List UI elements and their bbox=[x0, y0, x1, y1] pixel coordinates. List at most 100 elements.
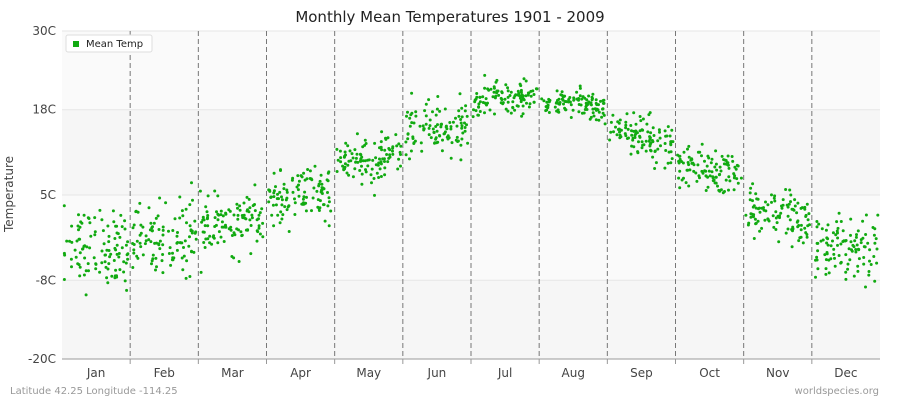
data-point bbox=[547, 111, 551, 114]
data-point bbox=[346, 163, 350, 167]
data-point bbox=[591, 92, 595, 96]
y-axis-title: Temperature bbox=[2, 156, 16, 233]
data-point bbox=[406, 110, 409, 114]
data-point bbox=[141, 225, 145, 229]
data-point bbox=[156, 214, 160, 218]
data-point bbox=[206, 194, 210, 198]
data-point bbox=[149, 221, 153, 225]
data-point bbox=[619, 135, 623, 139]
data-point bbox=[669, 140, 673, 144]
data-point bbox=[323, 219, 327, 223]
data-point bbox=[246, 228, 250, 232]
data-point bbox=[861, 219, 865, 223]
data-point bbox=[244, 217, 248, 221]
data-point bbox=[790, 245, 794, 249]
data-point bbox=[493, 112, 496, 116]
data-point bbox=[859, 241, 863, 245]
data-point bbox=[124, 261, 128, 265]
data-point bbox=[784, 188, 788, 191]
data-point bbox=[827, 271, 831, 275]
data-point bbox=[636, 150, 640, 154]
data-point bbox=[483, 86, 487, 90]
data-point bbox=[379, 162, 383, 166]
data-point bbox=[198, 189, 202, 193]
data-point bbox=[256, 230, 260, 234]
data-point bbox=[358, 152, 362, 156]
data-point bbox=[797, 239, 801, 243]
data-point bbox=[460, 115, 464, 119]
data-point bbox=[361, 159, 365, 163]
data-point bbox=[775, 221, 779, 225]
data-point bbox=[118, 235, 122, 239]
data-point bbox=[222, 240, 226, 243]
data-point bbox=[455, 135, 459, 139]
data-point bbox=[188, 203, 192, 207]
data-point bbox=[705, 164, 709, 168]
data-point bbox=[410, 91, 414, 95]
data-point bbox=[374, 156, 378, 160]
data-point bbox=[584, 105, 588, 109]
data-point bbox=[591, 107, 595, 111]
data-point bbox=[208, 241, 212, 245]
data-point bbox=[805, 235, 809, 239]
data-point bbox=[520, 114, 524, 118]
data-point bbox=[371, 158, 375, 162]
data-point bbox=[789, 193, 793, 197]
data-point bbox=[78, 251, 82, 255]
data-point bbox=[276, 213, 280, 217]
data-point bbox=[86, 262, 90, 266]
data-point bbox=[721, 191, 725, 195]
data-point bbox=[641, 128, 645, 132]
data-point bbox=[232, 213, 236, 217]
data-point bbox=[839, 242, 843, 246]
data-point bbox=[873, 241, 877, 245]
data-point bbox=[807, 212, 811, 216]
data-point bbox=[752, 237, 756, 240]
data-point bbox=[221, 214, 225, 218]
data-point bbox=[669, 161, 673, 165]
data-point bbox=[475, 92, 479, 95]
data-point bbox=[315, 189, 319, 193]
data-point bbox=[386, 136, 390, 140]
data-point bbox=[157, 243, 161, 247]
data-point bbox=[634, 122, 638, 126]
data-point bbox=[706, 185, 710, 189]
data-point bbox=[100, 261, 104, 265]
data-point bbox=[484, 97, 488, 101]
data-point bbox=[353, 167, 357, 171]
data-point bbox=[459, 158, 463, 162]
data-point bbox=[250, 213, 254, 217]
data-point bbox=[187, 244, 191, 248]
data-point bbox=[799, 228, 803, 232]
data-point bbox=[780, 204, 783, 208]
data-point bbox=[220, 220, 224, 224]
data-point bbox=[107, 262, 111, 266]
data-point bbox=[329, 209, 333, 213]
data-point bbox=[277, 197, 280, 201]
data-point bbox=[431, 110, 434, 114]
data-point bbox=[147, 238, 151, 242]
data-point bbox=[670, 128, 674, 132]
data-point bbox=[494, 94, 498, 98]
data-point bbox=[193, 219, 197, 223]
data-point bbox=[804, 213, 808, 217]
x-tick-label: May bbox=[356, 366, 381, 380]
data-point bbox=[649, 148, 652, 152]
y-tick-label: -8C bbox=[36, 273, 56, 287]
data-point bbox=[100, 218, 104, 222]
data-point bbox=[632, 145, 636, 149]
data-point bbox=[88, 246, 92, 250]
data-point bbox=[135, 239, 139, 243]
data-point bbox=[216, 218, 220, 222]
data-point bbox=[459, 143, 463, 147]
data-point bbox=[147, 206, 151, 210]
data-point bbox=[748, 198, 752, 202]
data-point bbox=[849, 217, 853, 221]
data-point bbox=[150, 262, 153, 266]
data-point bbox=[764, 200, 767, 204]
data-point bbox=[704, 189, 708, 192]
data-point bbox=[637, 140, 640, 144]
data-point bbox=[229, 228, 233, 232]
data-point bbox=[358, 169, 362, 172]
data-point bbox=[69, 257, 73, 261]
